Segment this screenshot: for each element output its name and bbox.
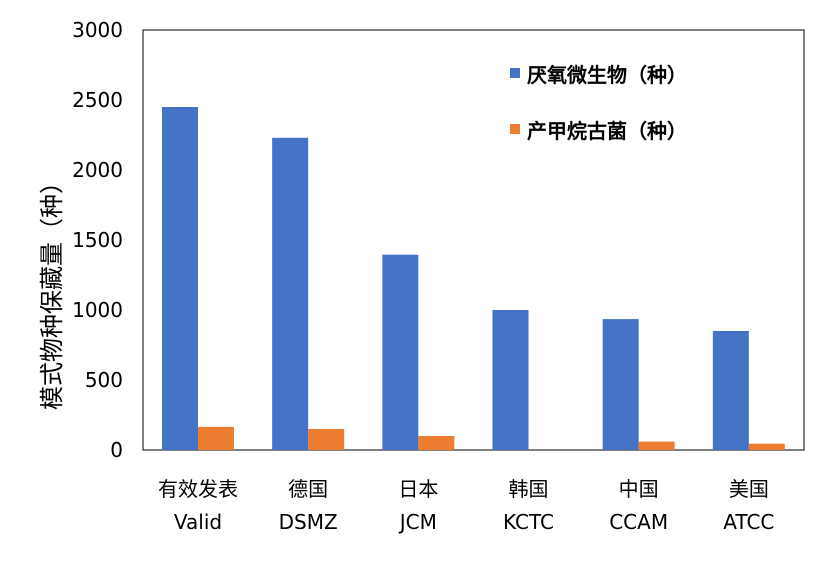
legend-label-methanogens: 产甲烷古菌（种） xyxy=(527,119,687,143)
legend-swatch-methanogens xyxy=(510,124,520,134)
legend-swatch-anaerobes xyxy=(510,68,520,78)
x-tick-label-en: CCAM xyxy=(609,510,668,534)
x-tick-label-zh: 日本 xyxy=(398,477,438,501)
y-tick-label: 3000 xyxy=(72,18,123,42)
x-axis-labels: 有效发表 Valid 德国 DSMZ 日本 JCM 韩国 KCTC 中国 CCAM 美国 ATCC xyxy=(158,477,774,534)
bar-methanogens xyxy=(198,426,234,450)
bar-anaerobes xyxy=(382,254,419,450)
x-tick-label-zh: 中国 xyxy=(619,477,659,501)
x-tick-label-en: KCTC xyxy=(503,510,554,534)
bar-anaerobes xyxy=(162,107,198,450)
legend: 厌氧微生物（种） 产甲烷古菌（种） xyxy=(510,63,687,143)
bar-methanogens xyxy=(638,441,675,450)
x-tick-label-en: ATCC xyxy=(723,510,774,534)
y-tick-label: 0 xyxy=(110,438,123,462)
y-tick-label: 2500 xyxy=(72,88,123,112)
bar-anaerobes xyxy=(712,331,749,450)
x-tick-label-zh: 美国 xyxy=(729,477,769,501)
x-tick-label-zh: 德国 xyxy=(288,477,328,501)
bar-methanogens xyxy=(748,443,785,450)
x-tick-label-zh: 韩国 xyxy=(509,477,549,501)
y-tick-label: 2000 xyxy=(72,158,123,182)
y-tick-label: 1000 xyxy=(72,298,123,322)
bar-anaerobes xyxy=(272,137,309,451)
x-tick-label-en: DSMZ xyxy=(279,510,338,534)
x-tick-label-en: JCM xyxy=(398,510,437,534)
plot-area xyxy=(142,29,805,451)
bar-methanogens xyxy=(308,429,345,450)
y-axis-label: 模式物种保藏量（种） xyxy=(38,170,66,410)
y-axis-ticks: 0 500 1000 1500 2000 2500 3000 xyxy=(72,18,123,462)
x-tick-label-en: Valid xyxy=(174,510,222,534)
bar-anaerobes xyxy=(602,319,639,450)
bars xyxy=(162,107,785,451)
bar-methanogens xyxy=(418,436,455,450)
x-tick-label-zh: 有效发表 xyxy=(158,477,238,501)
bar-anaerobes xyxy=(492,310,529,450)
y-tick-label: 1500 xyxy=(72,228,123,252)
y-tick-label: 500 xyxy=(85,368,123,392)
legend-label-anaerobes: 厌氧微生物（种） xyxy=(527,63,687,87)
